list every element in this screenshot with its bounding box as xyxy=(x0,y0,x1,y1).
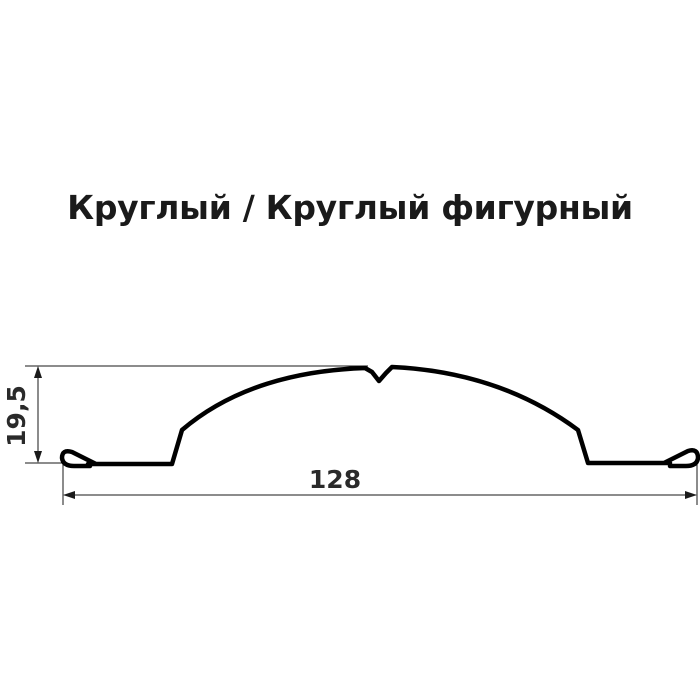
profile-outline xyxy=(59,364,700,469)
profile-title: Круглый / Круглый фигурный xyxy=(67,188,633,227)
width-dimension-label: 128 xyxy=(309,465,361,494)
height-dimension-label: 19,5 xyxy=(2,385,31,447)
